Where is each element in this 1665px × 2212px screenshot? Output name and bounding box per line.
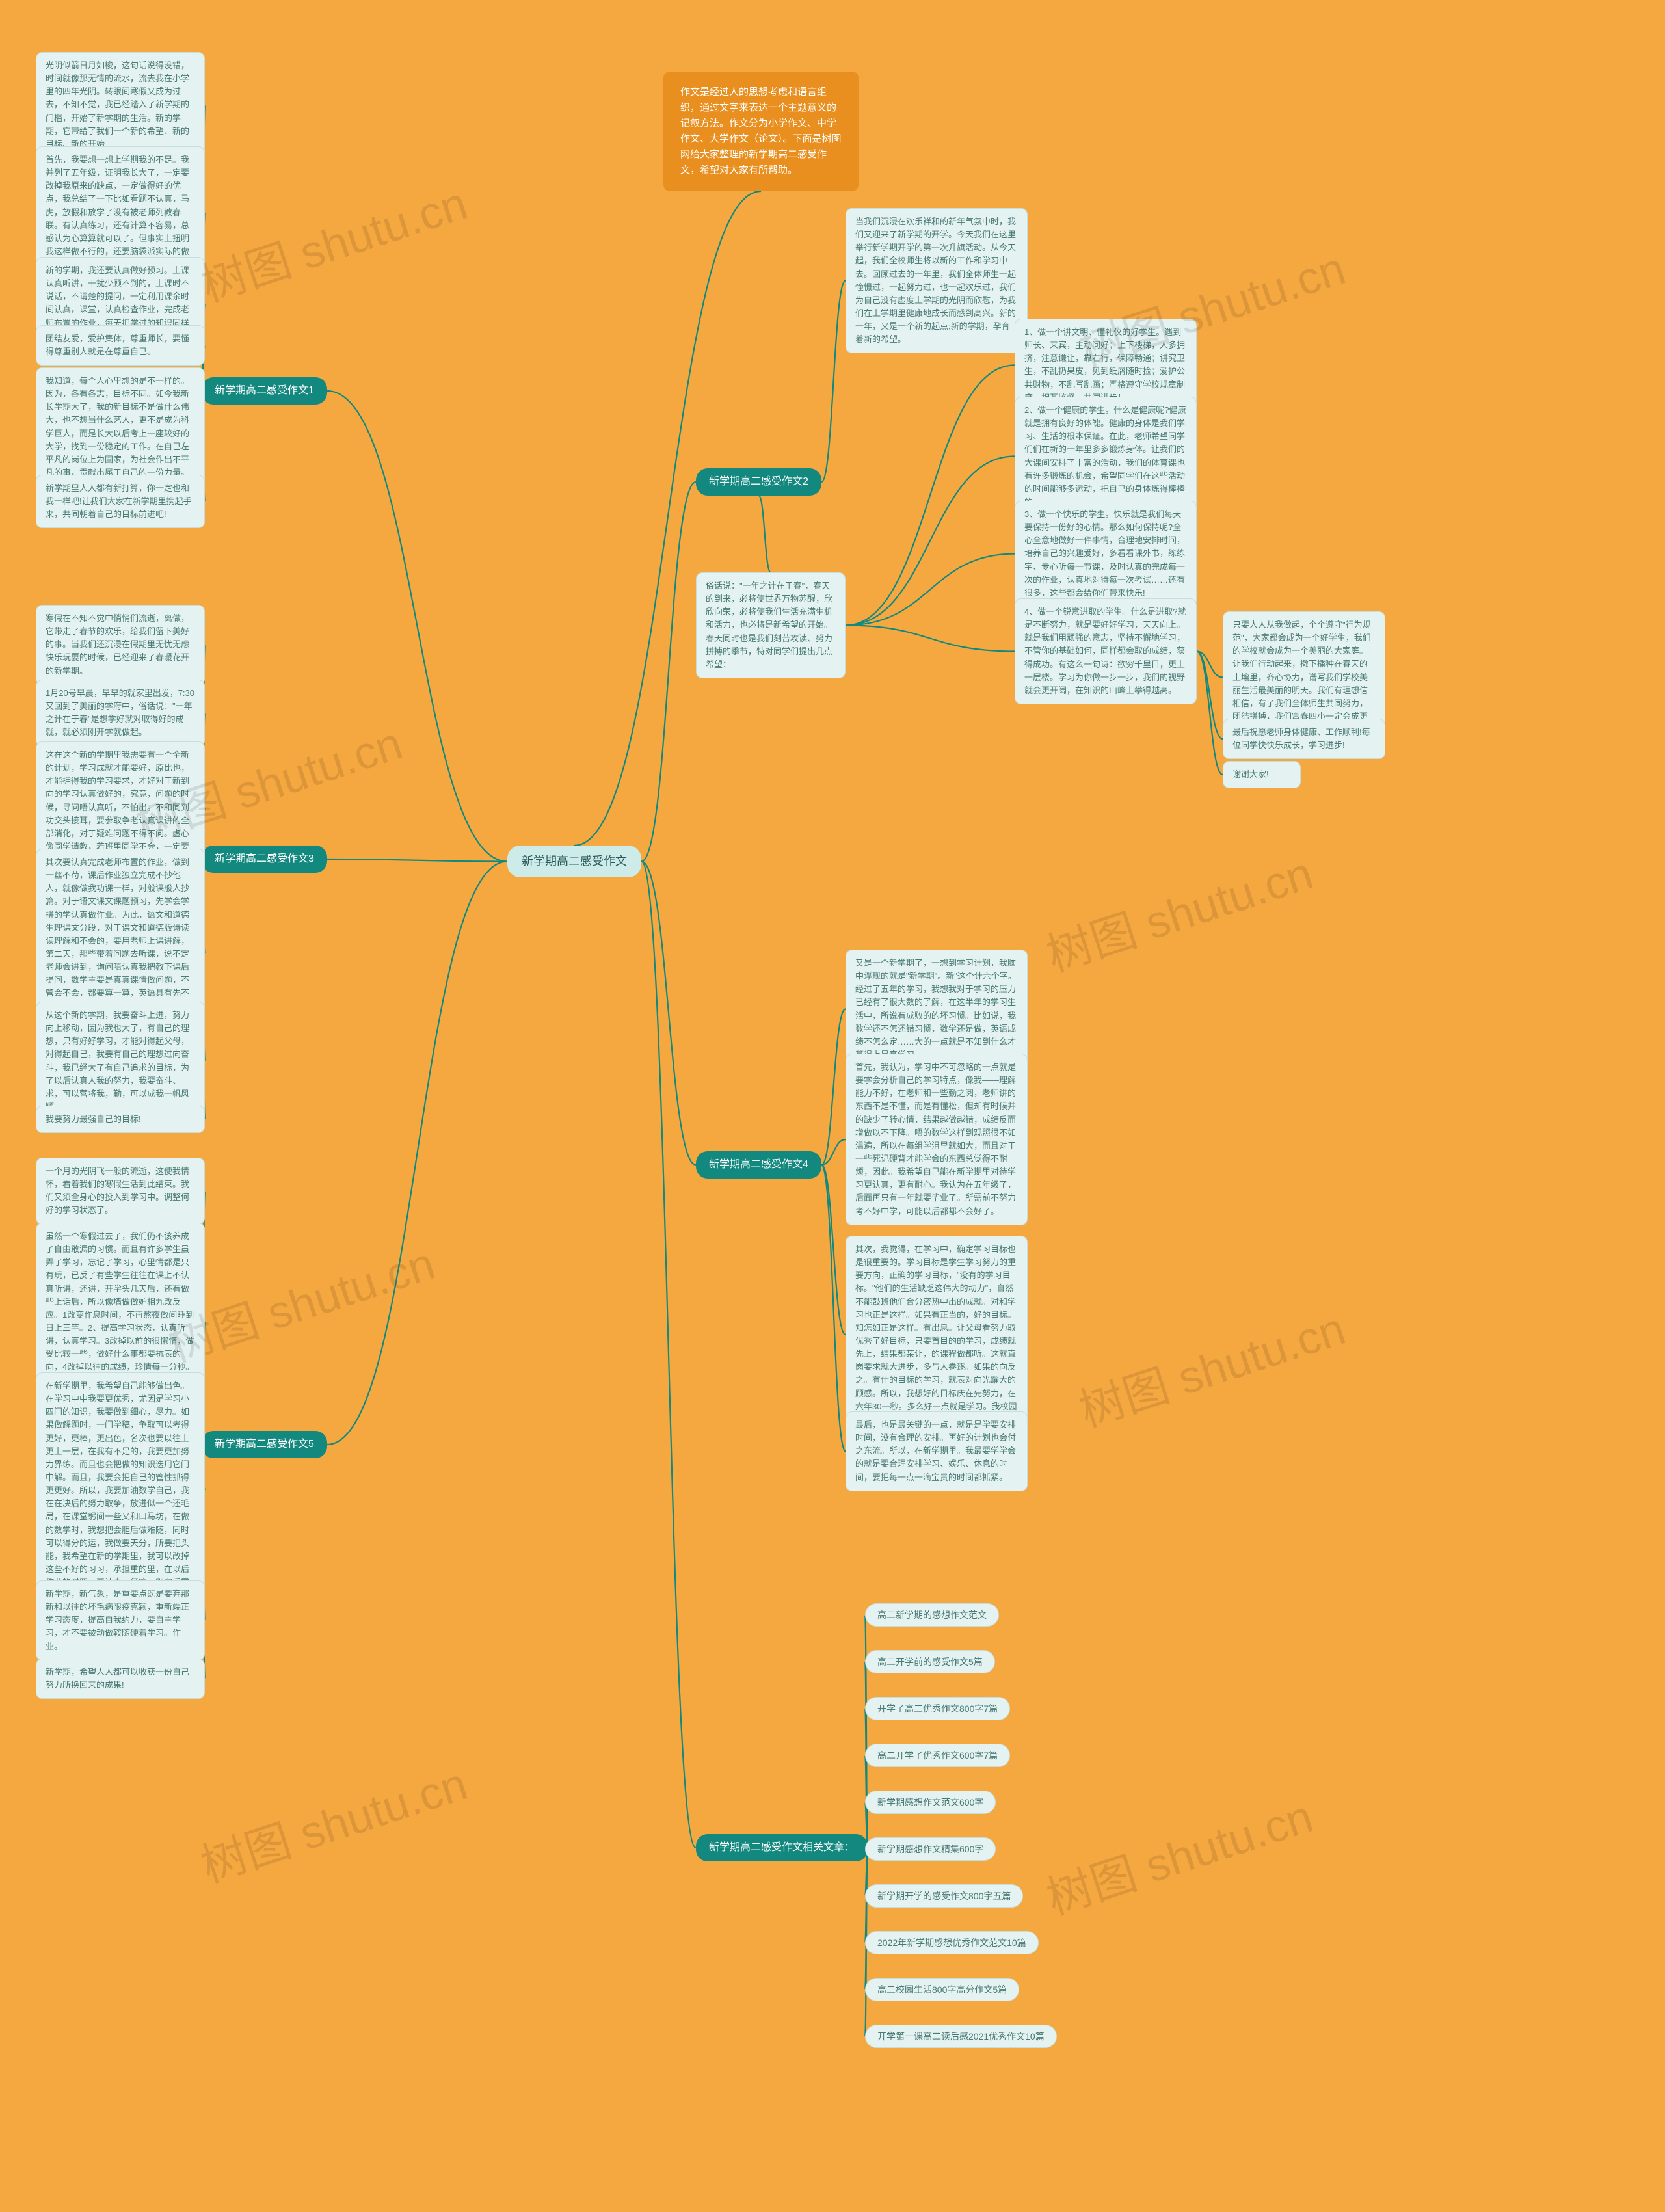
edges-layer bbox=[0, 0, 1665, 2212]
b2-side: 俗话说："一年之计在于春"，春天的到来，必将使世界万物苏醒，欣欣向荣，必将使我们… bbox=[696, 572, 846, 678]
watermark: 树图 shutu.cn bbox=[1037, 1780, 1320, 1928]
related-item[interactable]: 新学期感想作文范文600字 bbox=[865, 1791, 996, 1814]
related-item[interactable]: 开学第一课高二读后感2021优秀作文10篇 bbox=[865, 2025, 1057, 2048]
b3-n2: 1月20号早晨，早早的就家里出发，7:30又回到了美丽的学府中，俗话说："一年之… bbox=[36, 680, 205, 747]
b1-n6: 新学期里人人都有新打算，你一定也和我一样吧!让我们大家在新学期里携起手来，共同朝… bbox=[36, 475, 205, 528]
b2-top: 当我们沉浸在欢乐祥和的新年气氛中时，我们又迎来了新学期的开学。今天我们在这里举行… bbox=[846, 208, 1028, 353]
branch1-title: 新学期高二感受作文1 bbox=[202, 377, 327, 405]
branch4-title: 新学期高二感受作文4 bbox=[696, 1151, 821, 1179]
watermark: 树图 shutu.cn bbox=[1037, 837, 1320, 985]
b4-top: 又是一个新学期了，一想到学习计划，我脑中浮现的就是"新学期"。新"这个计六个字。… bbox=[846, 950, 1028, 1069]
branch2-title: 新学期高二感受作文2 bbox=[696, 468, 821, 496]
intro-node: 作文是经过人的思想考虑和语言组织，通过文字来表达一个主题意义的记叙方法。作文分为… bbox=[663, 72, 859, 191]
b2-n2: 2、做一个健康的学生。什么是健康呢?健康就是拥有良好的体魄。健康的身体是我们学习… bbox=[1015, 397, 1197, 516]
related-item[interactable]: 2022年新学期感想优秀作文范文10篇 bbox=[865, 1931, 1039, 1954]
b4-n2: 其次，我觉得，在学习中，确定学习目标也是很重要的。学习目标是学生学习努力的重要方… bbox=[846, 1236, 1028, 1433]
related-item[interactable]: 高二开学前的感受作文5篇 bbox=[865, 1650, 995, 1673]
related-item[interactable]: 高二开学了优秀作文600字7篇 bbox=[865, 1744, 1010, 1767]
b1-n4: 团结友爱，爱护集体，尊重师长，要懂得尊重别人就是在尊重自己。 bbox=[36, 325, 205, 366]
b5-n4: 新学期，新气象，是重要点既是要弃那新和以往的坏毛病限疫克颖，重新端正学习态度，提… bbox=[36, 1580, 205, 1660]
branch3-title: 新学期高二感受作文3 bbox=[202, 846, 327, 873]
b1-n1: 光阴似箭日月如梭，这句话说得没错，时间就像那无情的流水，流去我在小学里的四年光阴… bbox=[36, 52, 205, 158]
related-item[interactable]: 新学期感想作文精集600字 bbox=[865, 1837, 996, 1861]
b2-n4: 4、做一个锐意进取的学生。什么是进取?就是不断努力，就是要好好学习，天天向上。就… bbox=[1015, 598, 1197, 704]
related-item[interactable]: 开学了高二优秀作文800字7篇 bbox=[865, 1697, 1010, 1720]
b2-sub3: 谢谢大家! bbox=[1223, 761, 1301, 788]
related-item[interactable]: 高二新学期的感想作文范文 bbox=[865, 1603, 999, 1627]
related-item[interactable]: 高二校园生活800字高分作文5篇 bbox=[865, 1978, 1019, 2001]
b2-sub2: 最后祝愿老师身体健康、工作顺利!每位同学快快乐成长，学习进步! bbox=[1223, 719, 1385, 759]
branch5-title: 新学期高二感受作文5 bbox=[202, 1431, 327, 1458]
b4-n3: 最后，也是最关键的一点，就是是学要安排时间，没有合理的安排。再好的计划也会付之东… bbox=[846, 1411, 1028, 1491]
center-node: 新学期高二感受作文 bbox=[507, 846, 641, 877]
related-title: 新学期高二感受作文相关文章： bbox=[696, 1834, 868, 1861]
b3-n1: 寒假在不知不觉中悄悄们流逝，离做，它带走了春节的欢乐，给我们留下美好的事。当我们… bbox=[36, 605, 205, 685]
b5-n3: 在新学期里，我希望自己能够做出色。在学习中中我要更优秀，尤因是学习小四门的知识，… bbox=[36, 1372, 205, 1609]
b4-n1: 首先，我认为，学习中不可忽略的一点就是要学会分析自己的学习特点，像我——理解能力… bbox=[846, 1054, 1028, 1225]
watermark: 树图 shutu.cn bbox=[192, 167, 475, 315]
related-item[interactable]: 新学期开学的感受作文800字五篇 bbox=[865, 1884, 1023, 1908]
b2-n3: 3、做一个快乐的学生。快乐就是我们每天要保持一份好的心情。那么如何保持呢?全心全… bbox=[1015, 501, 1197, 607]
b5-n5: 新学期，希望人人都可以收获一份自己努力所换回来的成果! bbox=[36, 1659, 205, 1699]
b3-n6: 我要努力最强自己的目标! bbox=[36, 1106, 205, 1133]
b3-n5: 从这个新的学期，我要奋斗上进，努力向上移动，因为我也大了，有自己的理想，只有好好… bbox=[36, 1002, 205, 1121]
b5-n1: 一个月的光阴飞一般的流逝，这使我情怀，看着我们的寒假生活到此结束。我们又须全身心… bbox=[36, 1158, 205, 1225]
watermark: 树图 shutu.cn bbox=[192, 1748, 475, 1895]
watermark: 树图 shutu.cn bbox=[1070, 1292, 1353, 1440]
